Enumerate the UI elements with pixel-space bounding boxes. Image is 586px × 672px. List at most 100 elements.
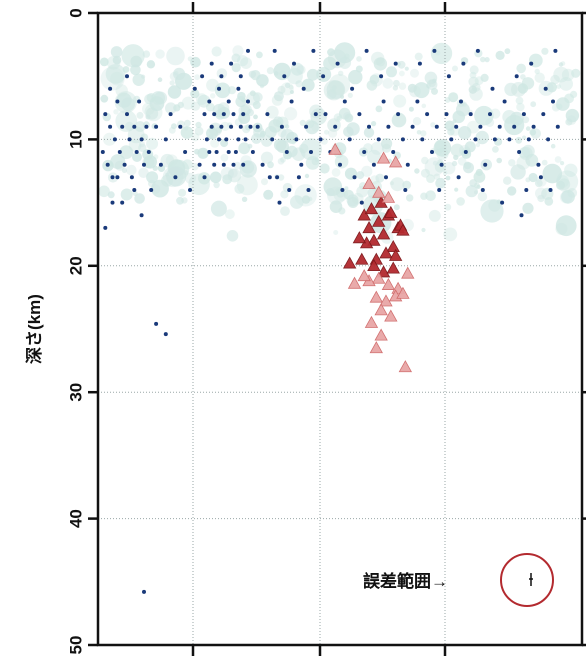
- background-cloud-blob: [301, 195, 311, 204]
- shallow-event-point: [137, 99, 142, 104]
- background-cloud-blob: [465, 185, 478, 198]
- background-cloud-blob: [542, 163, 563, 184]
- shallow-event-point: [507, 137, 512, 142]
- deep-event-triangle: [386, 240, 400, 253]
- background-cloud-blob: [390, 177, 405, 192]
- shallow-event-point: [204, 137, 209, 142]
- background-cloud-blob: [564, 163, 578, 177]
- background-cloud-blob: [306, 68, 319, 81]
- background-cloud-blob: [474, 76, 484, 86]
- background-cloud-blob: [451, 160, 458, 167]
- background-cloud-blob: [333, 230, 339, 235]
- shallow-event-point: [417, 61, 422, 66]
- background-cloud-blob: [248, 70, 257, 79]
- background-cloud-blob: [564, 93, 574, 104]
- shallow-event-point: [192, 86, 197, 91]
- background-cloud-blob: [558, 62, 564, 67]
- background-cloud-blob: [445, 175, 451, 181]
- background-cloud-blob: [452, 119, 457, 124]
- background-cloud-blob: [435, 177, 446, 189]
- background-cloud-blob: [209, 171, 222, 184]
- background-cloud-blob: [238, 142, 251, 155]
- background-cloud-blob: [173, 67, 186, 80]
- shallow-event-point: [127, 137, 132, 142]
- shallow-event-point: [212, 162, 217, 167]
- shallow-event-point: [350, 86, 355, 91]
- shallow-event-point: [555, 124, 560, 129]
- background-cloud-blob: [435, 149, 442, 155]
- background-cloud-blob: [211, 46, 222, 57]
- background-cloud-blob: [464, 141, 476, 153]
- shallow-event-point: [512, 124, 517, 129]
- shallow-event-point: [386, 124, 391, 129]
- shallow-event-point: [115, 99, 120, 104]
- background-cloud-blob: [402, 180, 412, 190]
- y-tick-labels: 0 10 20 30 40 50: [67, 8, 86, 654]
- background-cloud-blob: [165, 154, 178, 167]
- background-cloud-blob: [132, 152, 142, 162]
- y-axis-title: 深さ(km): [24, 294, 44, 364]
- shallow-event-point: [246, 48, 250, 53]
- shallow-event-point: [371, 162, 376, 167]
- shallow-event-point: [483, 162, 488, 167]
- background-cloud-blob: [392, 85, 399, 91]
- shallow-event-point: [292, 61, 296, 66]
- background-cloud-blob: [430, 42, 453, 65]
- background-cloud-blob: [247, 143, 253, 149]
- shallow-event-point: [277, 200, 282, 205]
- background-cloud-blob: [146, 171, 159, 184]
- background-cloud-blob: [197, 147, 209, 159]
- shallow-event-point: [202, 112, 207, 117]
- background-cloud-blob: [110, 46, 123, 58]
- shallow-event-point: [318, 137, 323, 142]
- error-range-label: 誤差範囲→: [363, 571, 448, 591]
- background-cloud-blob: [190, 56, 201, 68]
- shallow-event-point: [163, 332, 168, 337]
- shallow-event-point: [231, 162, 236, 167]
- background-cloud-blob: [210, 93, 216, 99]
- background-cloud-blob: [280, 156, 286, 163]
- background-cloud-blob: [556, 103, 563, 110]
- shallow-event-point: [219, 124, 224, 129]
- background-cloud-blob: [143, 155, 157, 169]
- background-cloud-blob: [475, 142, 481, 148]
- background-cloud-blob: [550, 143, 556, 149]
- background-cloud-blob: [375, 173, 385, 183]
- background-cloud-blob: [326, 187, 335, 197]
- background-cloud-blob: [142, 50, 151, 58]
- deep-event-triangle: [328, 142, 342, 155]
- deep-event-triangle: [372, 185, 386, 198]
- background-cloud-blob: [495, 50, 505, 61]
- background-cloud-blob: [165, 102, 177, 114]
- background-cloud-blob: [522, 135, 527, 140]
- shallow-event-point: [197, 162, 202, 167]
- background-cloud-blob: [319, 163, 330, 174]
- shallow-event-point: [338, 162, 342, 167]
- background-cloud-blob: [267, 161, 274, 169]
- shallow-event-point: [146, 150, 151, 154]
- background-cloud-blob: [347, 197, 359, 208]
- background-cloud-blob: [561, 68, 575, 82]
- plot-frame: [96, 11, 584, 647]
- background-cloud-layer: [98, 42, 581, 244]
- background-cloud-blob: [261, 178, 268, 186]
- background-cloud-blob: [541, 159, 548, 166]
- background-cloud-blob: [412, 117, 422, 126]
- background-cloud-blob: [393, 79, 400, 87]
- shallow-event-point: [488, 112, 492, 117]
- background-cloud-blob: [474, 105, 494, 126]
- shallow-event-point: [396, 112, 401, 117]
- background-cloud-blob: [146, 60, 156, 69]
- shallow-event-point: [255, 124, 260, 129]
- deep-event-triangle: [381, 277, 396, 290]
- background-cloud-blob: [496, 157, 503, 164]
- deep-event-triangle: [357, 269, 371, 282]
- background-cloud-blob: [356, 171, 365, 180]
- shallow-event-point: [514, 74, 519, 79]
- shallow-event-point: [154, 321, 159, 326]
- deep-event-triangle: [379, 294, 393, 307]
- shallow-event-point: [311, 48, 316, 53]
- background-cloud-blob: [178, 188, 187, 197]
- background-cloud-blob: [556, 84, 562, 89]
- shallow-event-point: [275, 175, 280, 180]
